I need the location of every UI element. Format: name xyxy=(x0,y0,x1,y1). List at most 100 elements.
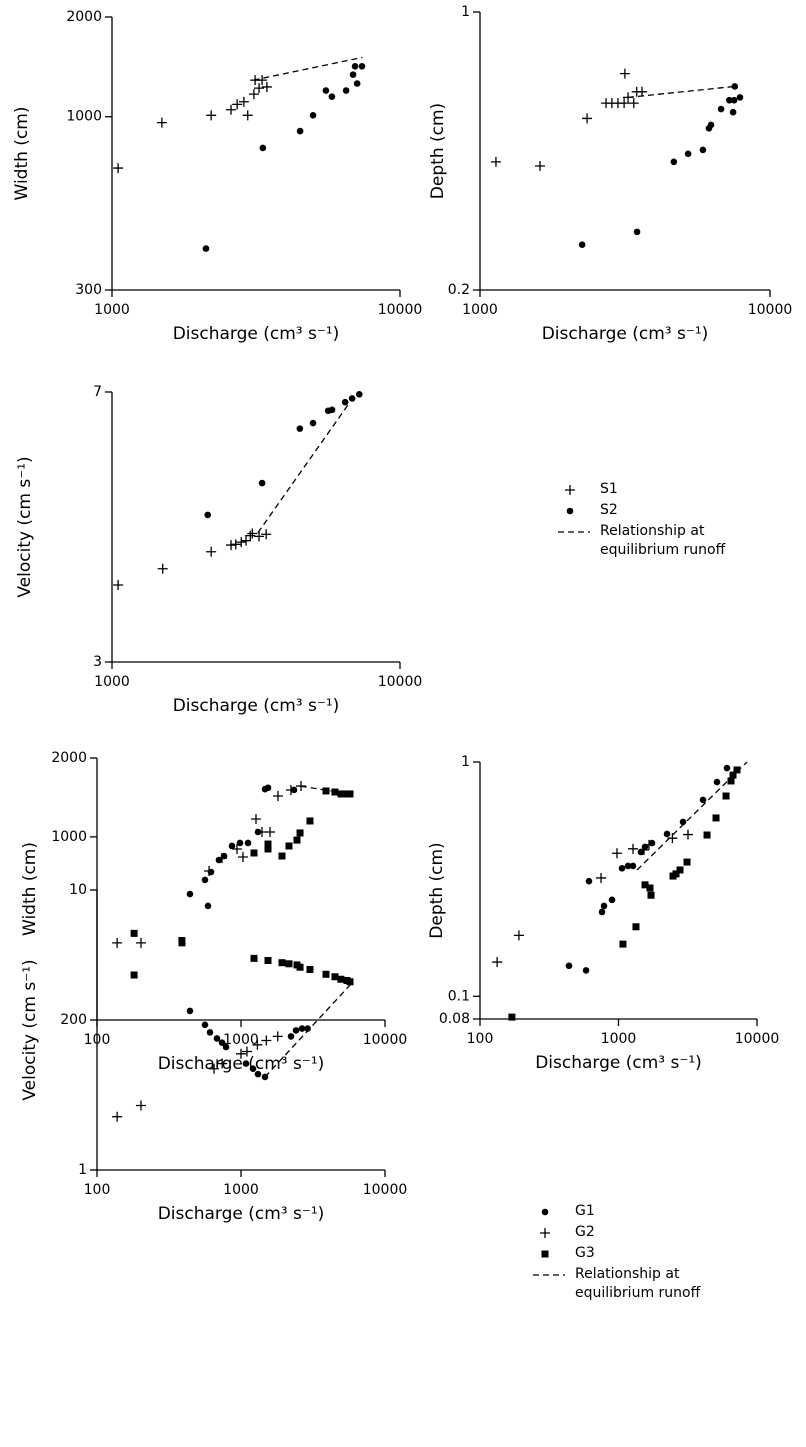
circle-marker xyxy=(254,1070,262,1078)
plus-marker xyxy=(285,784,296,795)
x-axis-label: Discharge (cm³ s⁻¹) xyxy=(173,324,340,344)
circle-marker xyxy=(309,419,317,427)
equilibrium-line xyxy=(253,56,363,81)
circle-marker xyxy=(322,87,330,94)
legend-entry: G1 xyxy=(575,1203,595,1219)
circle-marker xyxy=(218,1039,226,1046)
plus-marker xyxy=(237,851,248,862)
square-marker xyxy=(337,790,345,798)
plus-marker xyxy=(254,531,265,542)
plus-marker xyxy=(245,530,256,541)
plus-marker xyxy=(261,81,272,92)
plus-marker xyxy=(261,529,272,540)
plus-marker xyxy=(265,826,276,837)
square-marker xyxy=(285,842,293,850)
circle-marker xyxy=(228,842,236,850)
square-marker xyxy=(647,891,655,899)
square-marker xyxy=(722,792,730,800)
circle-marker xyxy=(186,1007,194,1015)
plus-marker xyxy=(628,843,639,854)
circle-marker xyxy=(731,83,739,90)
plus-marker xyxy=(230,539,241,550)
circle-marker xyxy=(565,962,573,970)
square-marker xyxy=(346,790,354,798)
legend-marker xyxy=(566,507,574,515)
circle-marker xyxy=(204,511,212,519)
y-tick-label: 7 xyxy=(93,384,102,400)
plus-marker xyxy=(231,843,242,854)
y-tick-label: 0.2 xyxy=(448,282,470,298)
plus-marker xyxy=(534,161,545,172)
x-tick-label: 1000 xyxy=(223,1032,259,1048)
y-tick-label: 200 xyxy=(60,1012,87,1028)
circle-marker xyxy=(309,112,317,119)
equilibrium-line xyxy=(636,761,748,871)
y-axis-label: Width (cm) xyxy=(12,107,32,201)
x-axis-label: Discharge (cm³ s⁻¹) xyxy=(173,696,340,716)
legend-entry: G2 xyxy=(575,1224,595,1240)
square-marker xyxy=(306,817,314,825)
y-tick-label: 1 xyxy=(78,1162,87,1178)
plus-marker xyxy=(217,1058,228,1069)
plus-marker xyxy=(582,113,593,124)
legend-marker xyxy=(541,1250,549,1258)
square-marker xyxy=(250,954,258,962)
circle-marker xyxy=(618,864,626,872)
square-marker xyxy=(278,959,286,967)
square-marker xyxy=(683,858,691,866)
square-marker xyxy=(296,829,304,837)
square-marker xyxy=(264,845,272,853)
plus-marker xyxy=(682,829,693,840)
circle-marker xyxy=(358,62,366,70)
square-marker xyxy=(676,866,684,874)
legend-label: G2 xyxy=(575,1224,595,1240)
circle-marker xyxy=(624,862,632,870)
circle-marker xyxy=(258,479,266,487)
x-tick-label: 100 xyxy=(84,1182,111,1198)
circle-marker xyxy=(328,93,336,100)
x-axis-label: Discharge (cm³ s⁻¹) xyxy=(158,1054,325,1074)
y-axis-label: Velocity (cm s⁻¹) xyxy=(20,959,40,1100)
legend-entry: S2 xyxy=(600,502,618,518)
x-tick-label: 10000 xyxy=(378,302,423,318)
plus-marker xyxy=(217,853,227,864)
circle-marker xyxy=(729,108,737,116)
square-marker xyxy=(331,973,339,981)
equilibrium-line xyxy=(300,785,352,795)
y-tick-label: 0.1 xyxy=(448,988,470,1004)
x-tick-label: 10000 xyxy=(748,302,793,318)
x-tick-label: 1000 xyxy=(601,1031,637,1047)
x-tick-label: 100 xyxy=(467,1031,494,1047)
square-marker xyxy=(703,831,711,839)
plus-marker xyxy=(236,537,247,548)
circle-marker xyxy=(296,425,304,432)
plus-marker xyxy=(157,563,168,574)
square-marker xyxy=(278,852,286,860)
plus-marker xyxy=(261,1035,272,1046)
circle-marker xyxy=(353,80,361,87)
square-marker xyxy=(285,960,293,968)
circle-marker xyxy=(707,121,715,129)
legend-entry: Relationship at equilibrium runoff xyxy=(600,523,725,558)
plus-marker xyxy=(248,89,259,100)
square-marker xyxy=(641,881,649,889)
x-tick-label: 1000 xyxy=(94,302,130,318)
square-marker xyxy=(508,1013,516,1021)
plus-marker xyxy=(236,1048,246,1059)
circle-marker xyxy=(717,105,725,113)
circle-marker xyxy=(236,839,244,847)
square-marker xyxy=(346,978,354,986)
circle-marker xyxy=(204,902,212,910)
legend-entry: G3 xyxy=(575,1245,595,1261)
x-tick-label: 1000 xyxy=(223,1182,259,1198)
plus-marker xyxy=(113,163,124,174)
circle-marker xyxy=(598,908,606,916)
plus-marker xyxy=(209,1063,220,1074)
circle-marker xyxy=(202,245,210,252)
x-tick-label: 10000 xyxy=(378,674,423,690)
plus-marker xyxy=(112,937,123,948)
plus-marker xyxy=(242,110,253,121)
plus-marker xyxy=(241,535,252,546)
